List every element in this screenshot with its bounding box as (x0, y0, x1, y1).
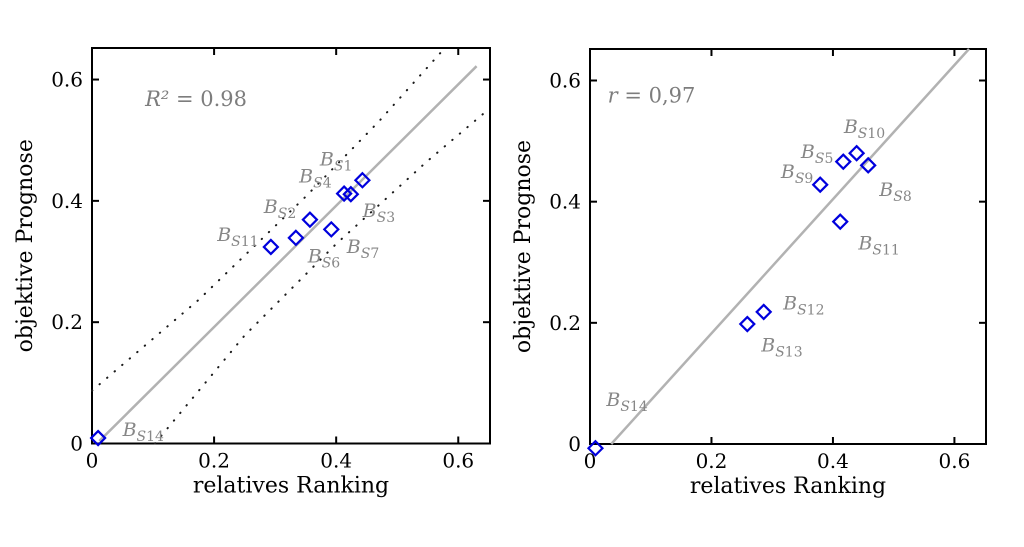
y-tick-label: 0.4 (549, 190, 581, 214)
point-label-BS5: BS5 (800, 141, 833, 167)
regression-line (610, 48, 970, 445)
point-label-BS9: BS9 (780, 161, 813, 187)
scatter-plot-left: 0 0.2 0.4 0.6 0 0.2 0.4 0.6 relatives Ranking obj… (13, 47, 491, 499)
y-tick-label: 0 (568, 432, 581, 456)
scatter-point-BS3 (342, 185, 360, 203)
x-tick-label: 0 (584, 449, 597, 473)
point-label-BS10: BS10 (843, 116, 885, 142)
axes-box (589, 48, 987, 445)
correlation-annotation: r = 0,97 (608, 84, 696, 108)
point-label-BS7: BS7 (346, 236, 379, 262)
scatter-point-BS9 (811, 176, 829, 194)
x-tick-label: 0.6 (939, 449, 971, 473)
point-label-BS12: BS12 (782, 292, 824, 318)
point-label-BS4: BS4 (298, 166, 332, 192)
point-label-BS14: BS14 (122, 419, 164, 445)
x-tick-label: 0.6 (442, 449, 474, 473)
regression-line (98, 65, 478, 442)
scatter-point-BS11 (831, 213, 849, 231)
y-tick-label: 0.2 (51, 310, 83, 334)
x-tick-label: 0 (86, 449, 99, 473)
correlation-annotation: R² = 0.98 (144, 87, 247, 111)
axes-box (91, 47, 491, 445)
point-label-BS13: BS13 (760, 334, 802, 360)
point-label-BS3: BS3 (362, 200, 395, 226)
scatter-point-BS4 (335, 185, 353, 203)
x-tick-label: 0.2 (696, 449, 728, 473)
scatter-plot-right: 0 0.2 0.4 0.6 0 0.2 0.4 0.6 relatives Ranking obj… (511, 48, 987, 499)
y-tick-label: 0.6 (51, 68, 83, 92)
point-label-BS11: BS11 (857, 232, 899, 258)
y-tick-label: 0.6 (549, 69, 581, 93)
scatter-point-BS5 (834, 153, 852, 171)
y-axis-label: objektive Prognose (511, 140, 536, 353)
point-label-BS11: BS11 (216, 224, 258, 250)
y-axis-label: objektive Prognose (13, 139, 38, 352)
scatter-point-BS14 (586, 439, 605, 457)
scatter-point-BS2 (301, 211, 319, 229)
scatter-point-BS8 (859, 156, 877, 174)
scatter-point-BS14 (89, 429, 107, 447)
scatter-point-BS1 (353, 171, 371, 189)
y-tick-label: 0.2 (549, 311, 581, 335)
scatter-point-BS7 (322, 220, 340, 238)
x-tick-label: 0.2 (198, 449, 230, 473)
x-tick-label: 0.4 (817, 449, 849, 473)
point-label-BS6: BS6 (307, 246, 341, 272)
scatter-point-BS11 (262, 238, 280, 256)
point-label-BS14: BS14 (605, 389, 647, 415)
x-tick-label: 0.4 (320, 449, 352, 473)
point-label-BS8: BS8 (878, 179, 911, 205)
scatter-point-BS12 (755, 303, 773, 321)
x-axis-label: relatives Ranking (193, 474, 389, 499)
y-tick-label: 0 (70, 432, 83, 456)
x-axis-label: relatives Ranking (690, 474, 886, 499)
point-label-BS1: BS1 (319, 149, 352, 175)
scatter-point-BS6 (287, 229, 305, 247)
scatter-point-BS13 (738, 315, 756, 333)
y-tick-label: 0.4 (51, 189, 83, 213)
point-label-BS2: BS2 (263, 196, 296, 222)
upper-confidence-bound (91, 47, 446, 392)
scatter-point-BS10 (848, 144, 866, 162)
